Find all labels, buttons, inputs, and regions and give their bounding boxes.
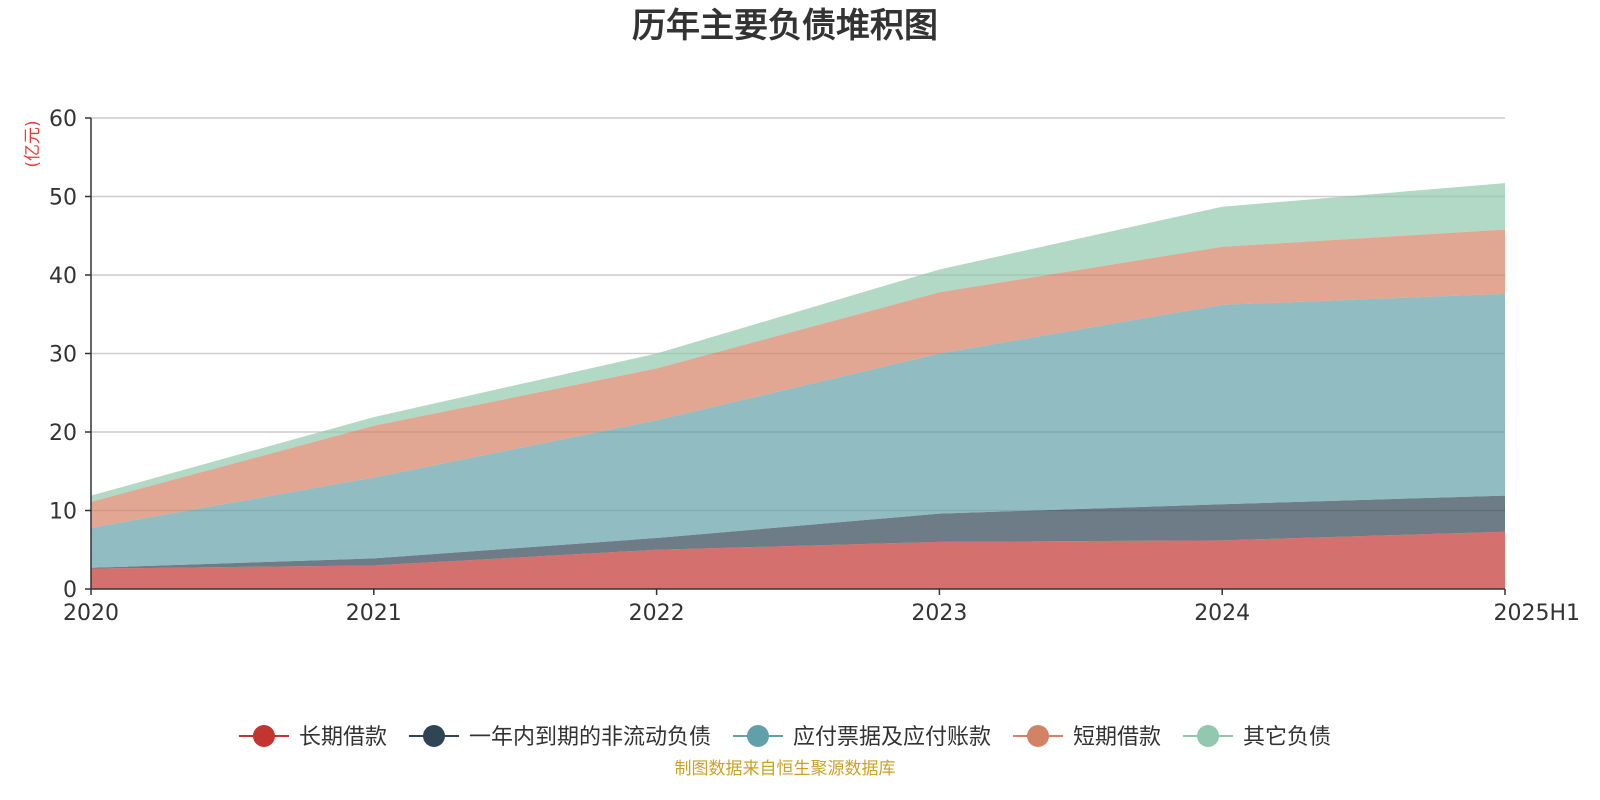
legend-item-0[interactable]: 长期借款 [238,725,387,750]
y-tick-label: 60 [49,107,77,132]
x-tick-label: 2022 [629,601,685,626]
area-series-3 [91,229,1505,528]
legend-label: 一年内到期的非流动负债 [469,725,711,750]
x-tick-label: 2023 [911,601,967,626]
x-tick-label: 2020 [63,601,119,626]
area-series-2 [91,293,1505,568]
x-tick-label: 2024 [1194,601,1250,626]
axes: 0 10 20 30 40 50 60 2020 2021 2022 2023 2024 2025H1 (… [23,107,1580,626]
x-tick-label: 2021 [346,601,402,626]
chart-title: 历年主要负债堆积图 [632,6,938,46]
y-tick-label: 10 [49,500,77,525]
legend-label: 其它负债 [1243,725,1331,750]
source-note: 制图数据来自恒生聚源数据库 [675,759,896,779]
area-series [91,183,1505,589]
area-series-4 [91,183,1505,502]
y-tick-label: 30 [49,343,77,368]
area-series-0 [91,531,1505,589]
legend-marker-icon [746,725,769,747]
legend-item-3[interactable]: 短期借款 [1013,725,1161,750]
legend-label: 应付票据及应付账款 [793,725,991,750]
y-tick-label: 20 [49,421,77,446]
legend-label: 长期借款 [299,725,387,750]
legend-marker-icon [252,725,275,747]
legend-item-4[interactable]: 其它负债 [1183,725,1331,750]
legend-marker-icon [1027,725,1050,747]
x-tick-label: 2025H1 [1493,601,1580,626]
legend-item-2[interactable]: 应付票据及应付账款 [732,725,991,750]
y-tick-label: 50 [49,186,77,211]
legend-marker-icon [422,725,445,747]
legend: 长期借款 一年内到期的非流动负债 应付票据及应付账款 短期借款 其它负债 [238,725,1331,750]
legend-marker-icon [1197,725,1220,747]
y-tick-label: 0 [63,578,77,603]
legend-item-1[interactable]: 一年内到期的非流动负债 [408,725,711,750]
y-tick-label: 40 [49,264,77,289]
area-series-1 [91,495,1505,569]
legend-label: 短期借款 [1073,725,1161,750]
y-axis-unit: (亿元) [23,120,43,167]
